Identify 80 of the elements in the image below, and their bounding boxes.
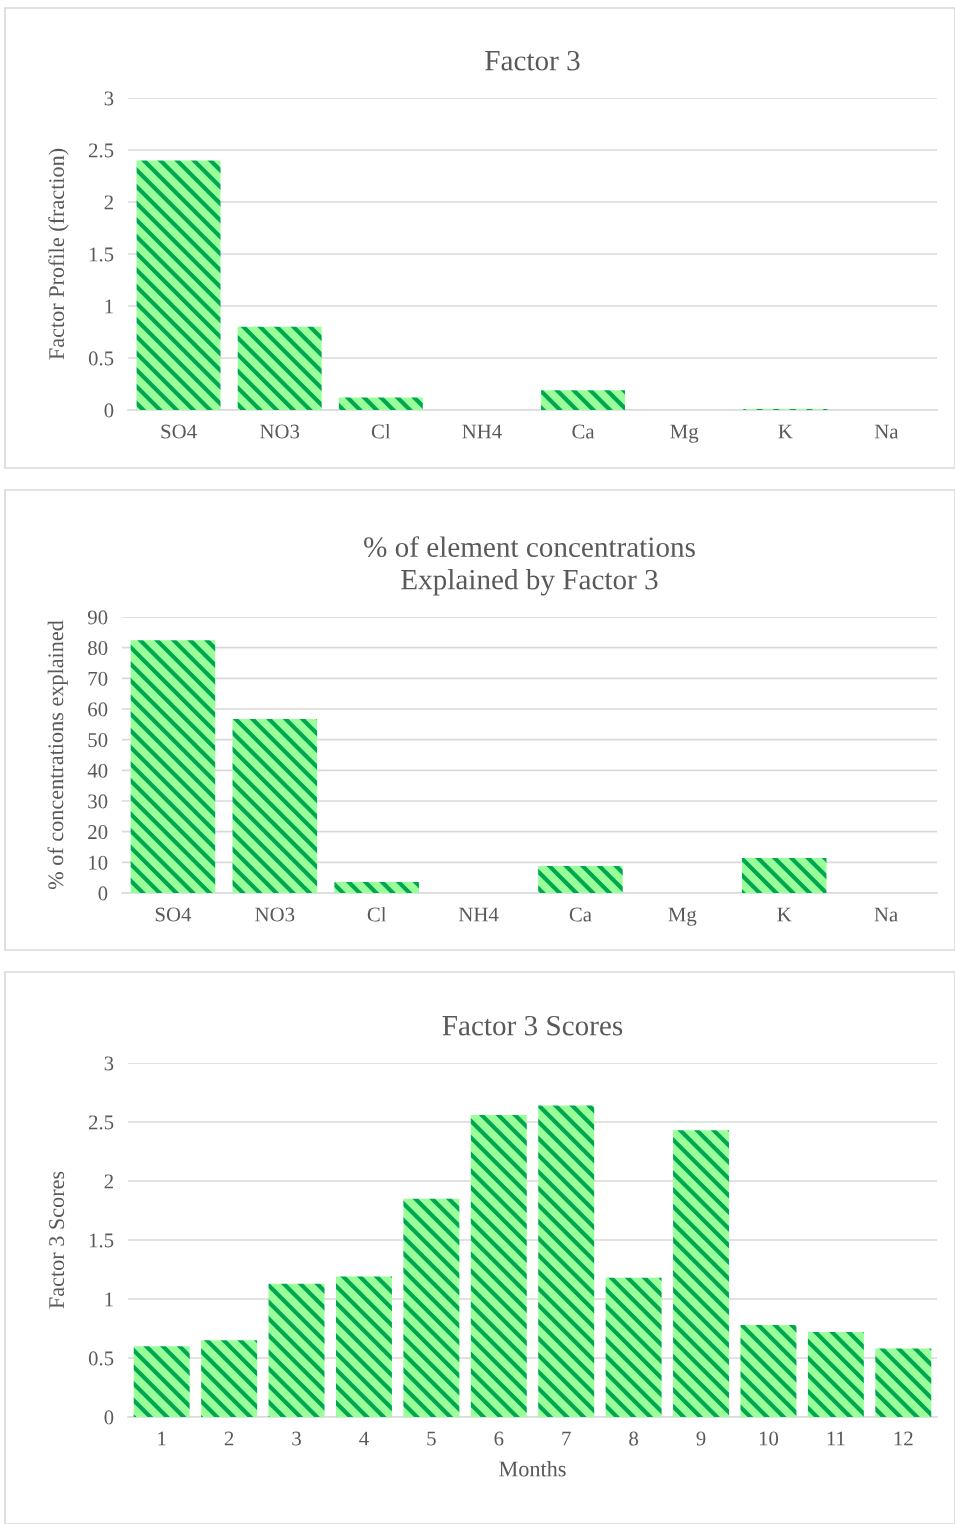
y-tick-label: 70	[88, 671, 108, 686]
x-tick-label: 3	[292, 1431, 301, 1446]
bar	[232, 719, 318, 893]
x-tick-label: 9	[696, 1431, 706, 1446]
x-tick-label: NO3	[255, 907, 295, 922]
x-tick-label: NH4	[458, 907, 499, 922]
x-axis-title: Months	[499, 1460, 566, 1477]
bar	[605, 1277, 662, 1417]
y-tick-label: 60	[88, 702, 108, 717]
chart-title: Factor 3	[485, 50, 580, 71]
chart-title: Factor 3 Scores	[442, 1015, 623, 1036]
y-tick-label: 1	[105, 299, 113, 314]
y-axis-title: Factor Profile (fraction)	[48, 148, 69, 360]
bar	[136, 160, 221, 410]
y-axis-title: % of concentrations explained	[47, 620, 68, 890]
y-tick-label: 1.5	[89, 1233, 114, 1248]
x-tick-label: 1	[158, 1431, 166, 1446]
bar	[201, 1340, 258, 1417]
y-tick-label: 0	[104, 403, 114, 418]
bar	[237, 326, 322, 410]
y-tick-label: 2	[104, 195, 113, 210]
x-tick-label: Mg	[670, 424, 699, 443]
x-tick-label: NH4	[462, 424, 502, 439]
chart-title: % of element concentrations Explained by Factor 3	[364, 536, 695, 596]
y-tick-label: 1.5	[89, 247, 114, 262]
x-tick-label: Na	[874, 424, 899, 439]
y-tick-label: 1	[105, 1292, 113, 1307]
x-tick-label: Ca	[572, 424, 595, 439]
x-tick-label: 7	[562, 1431, 571, 1446]
bar	[130, 640, 216, 893]
x-tick-label: Na	[874, 907, 898, 922]
bar	[673, 1130, 730, 1417]
x-tick-label: NO3	[260, 424, 300, 439]
y-axis-title: Factor 3 Scores	[49, 1171, 65, 1309]
y-tick-label: 0.5	[88, 1351, 114, 1366]
bar	[335, 1276, 392, 1417]
x-tick-label: 4	[359, 1431, 369, 1446]
bar	[541, 390, 626, 410]
bar	[133, 1346, 190, 1417]
bar	[470, 1114, 527, 1417]
bar	[338, 397, 423, 410]
bar	[268, 1283, 325, 1417]
y-tick-label: 2.5	[88, 143, 114, 158]
y-tick-label: 2.5	[88, 1115, 114, 1130]
y-tick-label: 80	[88, 641, 108, 656]
bar	[334, 881, 419, 893]
bar	[875, 1348, 932, 1417]
y-tick-label: 0	[104, 1410, 114, 1425]
x-tick-label: 10	[759, 1431, 779, 1446]
bar	[741, 858, 827, 893]
y-tick-label: 2	[104, 1174, 113, 1189]
y-tick-label: 3	[104, 91, 114, 106]
y-tick-label: 0.5	[88, 351, 114, 366]
x-tick-label: K	[778, 424, 793, 439]
y-tick-label: 40	[87, 763, 108, 778]
x-tick-label: 5	[427, 1431, 436, 1446]
bar	[403, 1198, 460, 1417]
x-tick-label: 11	[827, 1431, 845, 1446]
y-tick-label: 30	[88, 794, 108, 809]
x-tick-label: 12	[894, 1431, 913, 1446]
x-tick-label: Cl	[367, 906, 387, 922]
bar	[538, 866, 623, 893]
y-tick-label: 10	[89, 855, 108, 870]
x-tick-label: 6	[494, 1431, 504, 1446]
bar	[538, 1105, 595, 1417]
x-tick-label: 2	[224, 1431, 234, 1446]
x-tick-label: SO4	[161, 424, 197, 439]
x-tick-label: Ca	[569, 907, 592, 922]
x-tick-label: Mg	[668, 907, 697, 926]
x-tick-label: K	[777, 907, 792, 922]
y-tick-label: 50	[88, 733, 108, 748]
y-tick-label: 3	[104, 1056, 114, 1071]
y-tick-label: 0	[98, 886, 108, 901]
y-tick-label: 90	[87, 610, 108, 625]
y-tick-label: 20	[88, 825, 108, 840]
bar	[807, 1332, 864, 1417]
x-tick-label: 8	[629, 1431, 639, 1446]
bar	[740, 1324, 797, 1417]
x-tick-label: SO4	[155, 907, 192, 922]
x-tick-label: Cl	[371, 423, 391, 439]
